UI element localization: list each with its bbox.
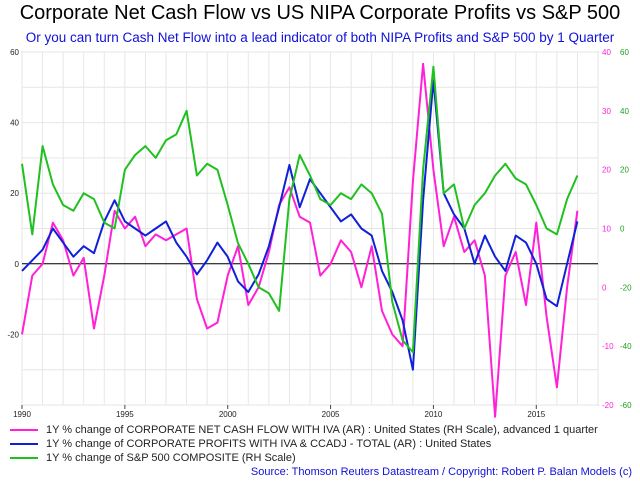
series-line-profits (21, 79, 579, 371)
series-line-sp500 (21, 65, 579, 354)
right-axis-sp500-tick-label: 0 (620, 225, 625, 234)
x-axis-tick-label: 2000 (219, 410, 237, 419)
chart-subtitle: Or you can turn Cash Net Flow into a lea… (25, 30, 615, 45)
legend-swatch-sp500 (10, 457, 38, 459)
left-axis-tick-label: 20 (10, 189, 19, 198)
right-axis-cashflow-tick-label: 30 (602, 107, 611, 116)
legend-label-profits: 1Y % change of CORPORATE PROFITS WITH IV… (46, 438, 492, 450)
legend-label-sp500: 1Y % change of S&P 500 COMPOSITE (RH Sca… (46, 452, 296, 464)
right-axis-cashflow-tick-label: 20 (602, 166, 611, 175)
right-axis-cashflow-tick-label: 0 (602, 283, 607, 292)
right-axis-cashflow-tick-label: -10 (602, 342, 614, 351)
left-axis-tick-label: -20 (7, 330, 19, 339)
right-axis-sp500-tick-label: -60 (620, 401, 632, 410)
source-note: Source: Thomson Reuters Datastream / Cop… (250, 466, 632, 478)
x-axis-tick-label: 2010 (425, 410, 443, 419)
right-axis-sp500-tick-label: -20 (620, 283, 632, 292)
right-axis-sp500-tick-label: -40 (620, 342, 632, 351)
legend-item-sp500: 1Y % change of S&P 500 COMPOSITE (RH Sca… (10, 451, 598, 465)
right-axis-cashflow-tick-label: 10 (602, 225, 611, 234)
left-axis-tick-label: 40 (10, 119, 19, 128)
left-axis-tick-label: 60 (10, 48, 19, 57)
right-axis-cashflow-tick-label: 40 (602, 48, 611, 57)
legend: 1Y % change of CORPORATE NET CASH FLOW W… (10, 423, 598, 465)
x-axis-tick-label: 1995 (116, 410, 134, 419)
x-axis-tick-label: 2015 (527, 410, 545, 419)
x-axis-tick-label: 2005 (322, 410, 340, 419)
chart-title: Corporate Net Cash Flow vs US NIPA Corpo… (19, 2, 621, 24)
right-axis-sp500-tick-label: 20 (620, 166, 629, 175)
right-axis-cashflow-tick-label: -20 (602, 401, 614, 410)
legend-label-cash-flow: 1Y % change of CORPORATE NET CASH FLOW W… (46, 424, 598, 436)
legend-item-cash-flow: 1Y % change of CORPORATE NET CASH FLOW W… (10, 423, 598, 437)
legend-swatch-profits (10, 443, 38, 445)
left-axis-tick-label: 0 (15, 260, 20, 269)
x-axis-tick-label: 1990 (13, 410, 31, 419)
right-axis-sp500-tick-label: 40 (620, 107, 629, 116)
right-axis-sp500-tick-label: 60 (620, 48, 629, 57)
legend-swatch-cash-flow (10, 429, 38, 431)
legend-item-profits: 1Y % change of CORPORATE PROFITS WITH IV… (10, 437, 598, 451)
series-line-cash-flow (21, 62, 579, 418)
